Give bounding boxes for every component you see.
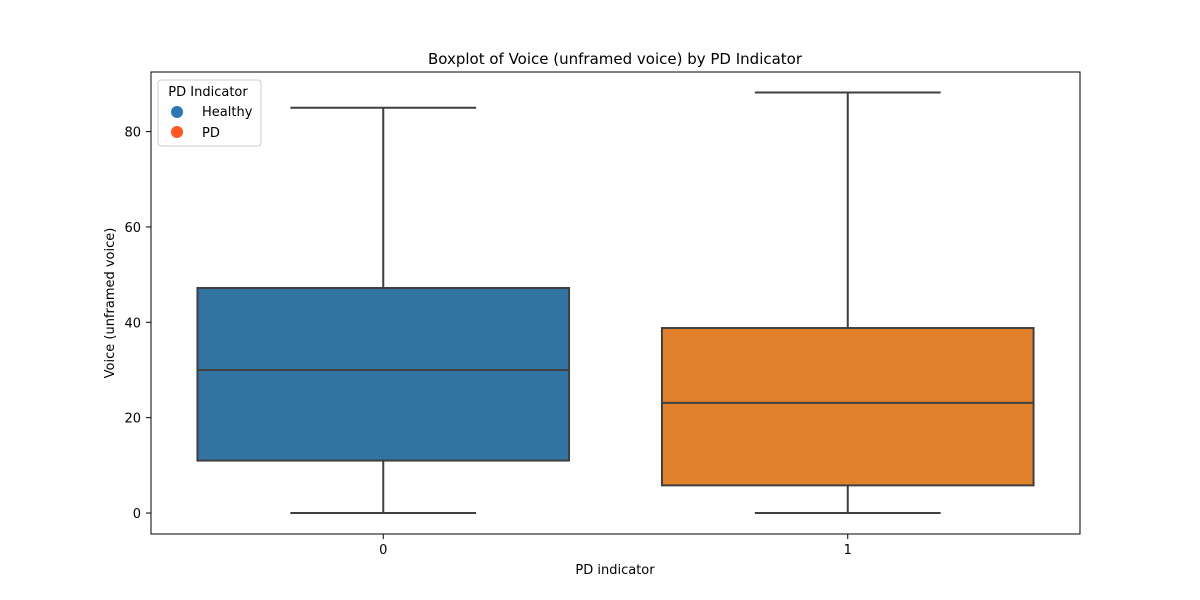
x-axis-label: PD indicator	[575, 563, 655, 578]
legend-marker-pd	[171, 126, 183, 138]
y-tick-label: 0	[133, 507, 141, 522]
y-tick-label: 40	[124, 316, 141, 331]
x-tick-label: 1	[844, 543, 852, 558]
iqr-box-1	[662, 328, 1034, 485]
chart-title: Boxplot of Voice (unframed voice) by PD …	[428, 50, 803, 68]
legend: PD Indicator Healthy PD	[158, 80, 261, 146]
x-tick-label: 0	[379, 543, 387, 558]
legend-marker-healthy	[171, 106, 183, 118]
y-tick-label: 80	[124, 126, 141, 141]
legend-label-pd: PD	[202, 126, 220, 141]
y-axis-label: Voice (unframed voice)	[103, 228, 118, 379]
iqr-box-0	[197, 288, 569, 461]
legend-title: PD Indicator	[168, 85, 248, 100]
legend-label-healthy: Healthy	[202, 105, 253, 120]
y-tick-label: 60	[124, 221, 141, 236]
y-tick-label: 20	[124, 412, 141, 427]
